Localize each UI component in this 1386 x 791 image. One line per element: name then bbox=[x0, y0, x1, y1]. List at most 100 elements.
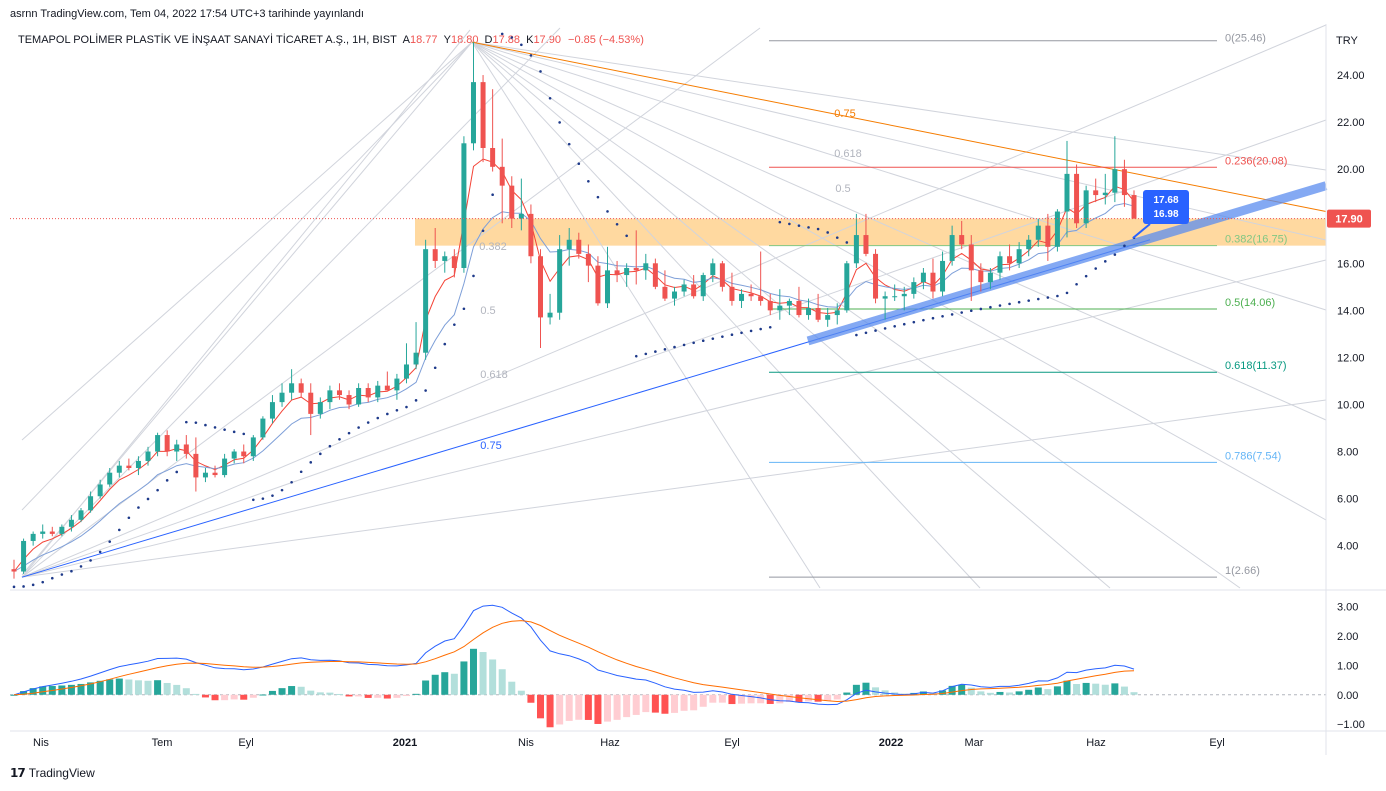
candle-body bbox=[107, 472, 113, 485]
sar-dot bbox=[874, 329, 877, 332]
candle bbox=[681, 279, 687, 297]
candle-body bbox=[1026, 239, 1032, 250]
sar-dot bbox=[89, 559, 92, 562]
macd-histogram-bar bbox=[259, 694, 267, 696]
macd-histogram-bar bbox=[546, 694, 554, 728]
sar-dot bbox=[223, 428, 226, 431]
sar-dot bbox=[280, 488, 284, 492]
sar-dot bbox=[232, 430, 236, 434]
price-tick-label: 12.00 bbox=[1337, 352, 1365, 364]
sar-dot bbox=[12, 585, 16, 589]
sar-dot bbox=[1084, 274, 1088, 278]
macd-tick-label: 3.00 bbox=[1337, 602, 1358, 614]
macd-histogram-bar bbox=[278, 688, 286, 695]
high-label: Y bbox=[443, 34, 451, 46]
candle-body bbox=[997, 256, 1003, 273]
candle bbox=[1131, 190, 1137, 219]
candle bbox=[959, 220, 965, 250]
macd-histogram-bar bbox=[316, 692, 324, 695]
candle bbox=[461, 136, 467, 273]
macd-line bbox=[13, 604, 1135, 706]
close-label: K bbox=[526, 34, 534, 46]
sar-dot bbox=[1036, 297, 1040, 301]
sar-dot bbox=[634, 354, 638, 358]
candle bbox=[432, 228, 438, 268]
candle bbox=[633, 230, 639, 285]
price-tick-label: 20.00 bbox=[1337, 164, 1365, 176]
sar-dot bbox=[347, 431, 351, 435]
candle-body bbox=[289, 383, 295, 393]
sar-dot bbox=[520, 43, 523, 47]
fan-ratio-label: 0.618 bbox=[834, 148, 862, 160]
macd-histogram-bar bbox=[96, 680, 104, 695]
macd-histogram-bar bbox=[87, 682, 95, 695]
candle-body bbox=[777, 305, 783, 311]
sar-dot bbox=[711, 337, 715, 340]
candle bbox=[1016, 242, 1022, 268]
candle-body bbox=[748, 293, 754, 297]
candle-body bbox=[1112, 169, 1118, 193]
sar-dot bbox=[1113, 253, 1117, 256]
price-tick-label: 4.00 bbox=[1337, 541, 1358, 553]
candle-body bbox=[528, 213, 534, 257]
candle-body bbox=[920, 272, 926, 283]
candle bbox=[423, 239, 429, 360]
candle-body bbox=[336, 390, 342, 396]
tradingview-brand[interactable]: 𝟭𝟳 TradingView bbox=[10, 766, 95, 780]
candle bbox=[78, 508, 84, 523]
candle bbox=[806, 298, 812, 320]
candle-body bbox=[1064, 173, 1070, 212]
sar-dot bbox=[165, 479, 169, 482]
candle-body bbox=[576, 239, 582, 254]
sar-dot bbox=[615, 222, 619, 226]
macd-histogram-bar bbox=[527, 694, 535, 703]
sar-dot bbox=[807, 226, 810, 229]
symbol-legend: TEMAPOL POLİMER PLASTİK VE İNŞAAT SANAYİ… bbox=[18, 34, 644, 46]
candle-body bbox=[470, 82, 476, 144]
candle bbox=[470, 42, 476, 151]
sar-dot bbox=[902, 322, 906, 326]
candle bbox=[308, 383, 314, 436]
candle bbox=[1054, 209, 1060, 252]
candle-body bbox=[1074, 173, 1080, 224]
candle bbox=[557, 235, 563, 320]
macd-histogram-bar bbox=[364, 694, 372, 698]
candle-body bbox=[652, 263, 658, 287]
macd-signal-line bbox=[13, 620, 1135, 703]
macd-histogram-bar bbox=[402, 694, 410, 697]
fan-ratio-label: 0.75 bbox=[480, 440, 501, 452]
candle-body bbox=[700, 275, 706, 297]
price-tick-label: 14.00 bbox=[1337, 305, 1365, 317]
sar-dot bbox=[60, 573, 64, 576]
candle-body bbox=[1083, 190, 1089, 224]
tradingview-logo-icon: 𝟭𝟳 bbox=[10, 766, 26, 780]
time-tick-label: Eyl bbox=[1209, 737, 1224, 749]
sar-dot bbox=[548, 96, 552, 100]
candle-body bbox=[585, 253, 591, 266]
ma-slow-line bbox=[13, 202, 1135, 572]
sar-dot bbox=[567, 142, 571, 146]
candle bbox=[528, 204, 534, 264]
candle-body bbox=[202, 472, 208, 478]
macd-histogram-bar bbox=[1092, 683, 1100, 695]
macd-histogram-bar bbox=[173, 684, 181, 695]
sar-dot bbox=[749, 329, 753, 333]
macd-histogram-bar bbox=[594, 694, 602, 724]
candle bbox=[614, 260, 620, 283]
macd-histogram-bar bbox=[517, 690, 525, 695]
callout-price-label: 16.98 bbox=[1153, 209, 1178, 220]
sar-dot bbox=[663, 348, 667, 351]
sar-dot bbox=[529, 54, 533, 57]
macd-histogram-bar bbox=[642, 694, 650, 713]
candle-body bbox=[480, 82, 486, 148]
candle bbox=[518, 178, 524, 231]
sar-dot bbox=[816, 227, 820, 231]
candle-body bbox=[174, 444, 180, 452]
close-value: 17.90 bbox=[533, 34, 561, 46]
candle-body bbox=[595, 265, 601, 304]
sar-dot bbox=[778, 220, 782, 224]
sar-dot bbox=[835, 236, 839, 239]
candle bbox=[662, 270, 668, 301]
macd-histogram-bar bbox=[738, 694, 746, 704]
